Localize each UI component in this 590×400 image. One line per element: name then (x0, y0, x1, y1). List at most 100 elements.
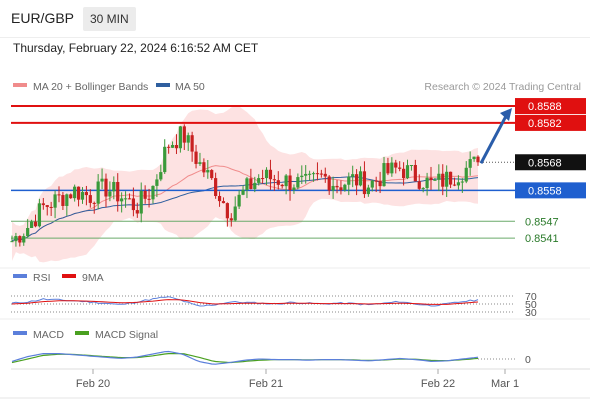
x-tick-label: Feb 22 (421, 378, 455, 390)
rsi-tick-label: 50 (525, 299, 537, 311)
header-divider (0, 37, 590, 38)
candle-body (69, 194, 73, 199)
candle-body (398, 167, 402, 169)
candle-body (370, 180, 374, 188)
candle-body (433, 179, 437, 181)
candle-body (315, 173, 320, 175)
candle-body (296, 177, 300, 188)
candle-body (167, 146, 171, 148)
candle-body (264, 169, 269, 179)
candle-body (331, 185, 335, 191)
candle-body (249, 178, 253, 189)
candle-body (327, 176, 331, 191)
candle-body (155, 179, 159, 186)
candle-body (445, 171, 449, 187)
source-label: Research © 2024 Trading Central (424, 81, 581, 93)
candle-body (405, 165, 410, 179)
candle-body (358, 171, 363, 186)
candle-body (257, 178, 261, 183)
candle-body (288, 175, 292, 190)
candle-body (378, 181, 382, 187)
rsi-legend-label: RSI (33, 272, 51, 284)
last-price-label: 0.8568 (528, 157, 562, 169)
candle-body (308, 173, 312, 175)
candle-body (170, 144, 175, 148)
candle-body (221, 201, 226, 204)
candle-body (441, 173, 445, 187)
candle-body (343, 184, 347, 191)
last-price-tag (515, 154, 586, 171)
candle-body (429, 177, 433, 181)
candle-body (292, 187, 296, 190)
candle-body (421, 188, 425, 190)
candle-body (112, 181, 116, 192)
timeframe-button[interactable]: 30 MIN (83, 7, 136, 31)
level-price-tag (515, 98, 586, 115)
candle-body (417, 181, 421, 189)
candle-body (437, 173, 441, 180)
rsi-tick-label: 30 (525, 307, 537, 319)
candle-body (61, 195, 65, 206)
bollinger-band (12, 106, 478, 263)
candle-body (174, 144, 179, 149)
candle-body (468, 159, 472, 168)
candle-body (374, 180, 378, 182)
candle-body (37, 203, 42, 227)
candle-body (456, 182, 461, 186)
candle-body (33, 221, 38, 227)
candle-body (425, 177, 429, 189)
candle-body (304, 173, 308, 176)
candle-body (143, 190, 147, 199)
candle-body (186, 135, 190, 143)
candle-body (108, 191, 112, 197)
candle-body (147, 198, 151, 200)
candle-body (460, 181, 464, 183)
candle-body (159, 172, 163, 180)
candle-body (65, 194, 69, 206)
candle-body (233, 206, 237, 221)
candle-body (261, 178, 265, 180)
candle-body (26, 228, 30, 237)
rsi-ma-legend-label: 9MA (82, 272, 104, 284)
candle-body (190, 135, 194, 152)
candle-body (10, 241, 14, 243)
candle-body (80, 192, 85, 200)
candle-body (45, 205, 49, 207)
candle-body (217, 195, 222, 202)
level-price-tag (515, 182, 586, 199)
rsi-tick-label: 70 (525, 291, 537, 303)
candle-body (57, 194, 61, 196)
candle-body (390, 162, 394, 174)
header-bar: EUR/GBP 30 MIN (0, 0, 590, 37)
candle-body (104, 178, 108, 197)
candle-body (100, 178, 104, 182)
candle-body (53, 194, 57, 208)
macd-signal-legend-swatch (75, 331, 89, 335)
candle-body (127, 198, 132, 200)
rsi-line (11, 296, 479, 307)
candle-body (163, 146, 167, 173)
level-price-tag (515, 114, 586, 131)
candle-body (347, 176, 351, 185)
candle-body (362, 171, 367, 195)
candle-body (276, 180, 280, 185)
timestamp-label: Thursday, February 22, 2024 6:16:52 AM C… (13, 41, 259, 55)
candle-body (229, 218, 233, 221)
candle-body (323, 173, 327, 177)
candle-body (284, 175, 288, 187)
forecast-arrow-head (500, 108, 512, 122)
candle-body (300, 175, 304, 178)
candle-body (245, 178, 249, 190)
candle-body (135, 210, 139, 214)
ma50-line (11, 176, 479, 242)
candle-body (14, 236, 18, 242)
candle-body (22, 236, 26, 243)
candle-body (194, 151, 198, 164)
macd-tick-label: 0 (525, 354, 531, 366)
candle-body (280, 184, 284, 187)
symbol-label: EUR/GBP (11, 10, 75, 26)
candle-body (123, 198, 128, 200)
candle-body (311, 173, 316, 175)
ma20-legend-label: MA 20 + Bollinger Bands (33, 81, 148, 93)
